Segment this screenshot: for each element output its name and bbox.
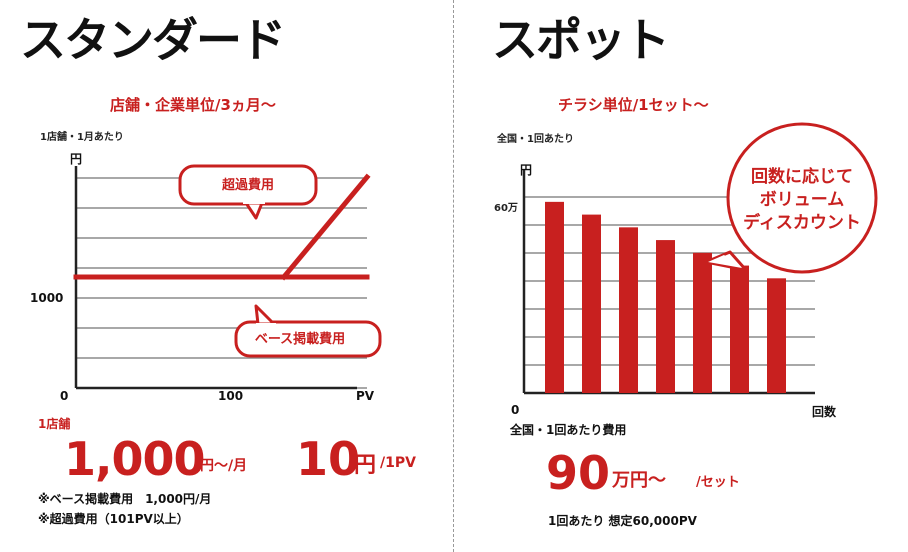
bubble-line-3: ディスカウント [743, 212, 861, 233]
callout-base: ベース掲載費用 [234, 304, 382, 358]
panel-divider [453, 0, 454, 552]
spot-subtitle: チラシ単位/1セット～ [558, 96, 709, 114]
standard-unit-note: 1店舗・1月あたり [40, 132, 124, 143]
price-main: 1,000 [64, 432, 206, 486]
bar-2 [582, 214, 601, 393]
standard-chart-series [73, 173, 371, 281]
series-excess-fee [280, 173, 371, 281]
spot-unit-note: 全国・1回あたり [497, 134, 574, 145]
callout-excess: 超過費用 [178, 164, 318, 220]
y-tick-60man: 60万 [494, 203, 518, 214]
standard-subtitle: 店舗・企業単位/3ヵ月～ [110, 96, 276, 114]
x-tick-0: 0 [60, 389, 69, 403]
note-excess: ※超過費用（101PV以上） [38, 512, 189, 526]
bar-7 [767, 278, 786, 393]
y-tick-1000: 1000 [30, 291, 64, 305]
bubble-line-1: 回数に応じて [751, 166, 853, 187]
x-tick-pv: PV [356, 389, 375, 403]
spot-assumed-pv: 1回あたり 想定60,000PV [548, 514, 697, 528]
bar-1 [545, 201, 564, 393]
spot-x-tick-0: 0 [511, 403, 520, 417]
bubble-line-2: ボリューム [760, 190, 845, 210]
spot-title: スポット [492, 13, 670, 67]
store-label: 1店舗 [38, 417, 71, 431]
bar-3 [619, 227, 638, 393]
bar-6 [730, 265, 749, 393]
bar-4 [656, 240, 675, 393]
bar-5 [693, 252, 712, 393]
callout-base-label: ベース掲載費用 [255, 331, 345, 347]
price-main-unit: 円～/月 [200, 458, 248, 474]
standard-y-unit: 円 [70, 152, 83, 166]
spot-price-main: 90 [546, 446, 611, 500]
spot-price-set: /セット [696, 475, 740, 490]
spot-chart-bars [545, 201, 786, 393]
price-pv: 10 [296, 432, 361, 486]
spot-price-unit: 万円～ [612, 470, 666, 491]
callout-excess-label: 超過費用 [222, 177, 274, 193]
discount-bubble: 回数に応じて ボリューム ディスカウント [704, 122, 878, 274]
note-base: ※ベース掲載費用 1,000円/月 [38, 492, 212, 506]
spot-x-label: 回数 [812, 405, 837, 419]
price-pv-yen: 円 [354, 453, 377, 478]
standard-title: スタンダード [20, 13, 286, 67]
x-tick-100: 100 [218, 389, 244, 403]
price-pv-unit: /1PV [380, 455, 416, 471]
spot-cost-label: 全国・1回あたり費用 [510, 423, 627, 437]
